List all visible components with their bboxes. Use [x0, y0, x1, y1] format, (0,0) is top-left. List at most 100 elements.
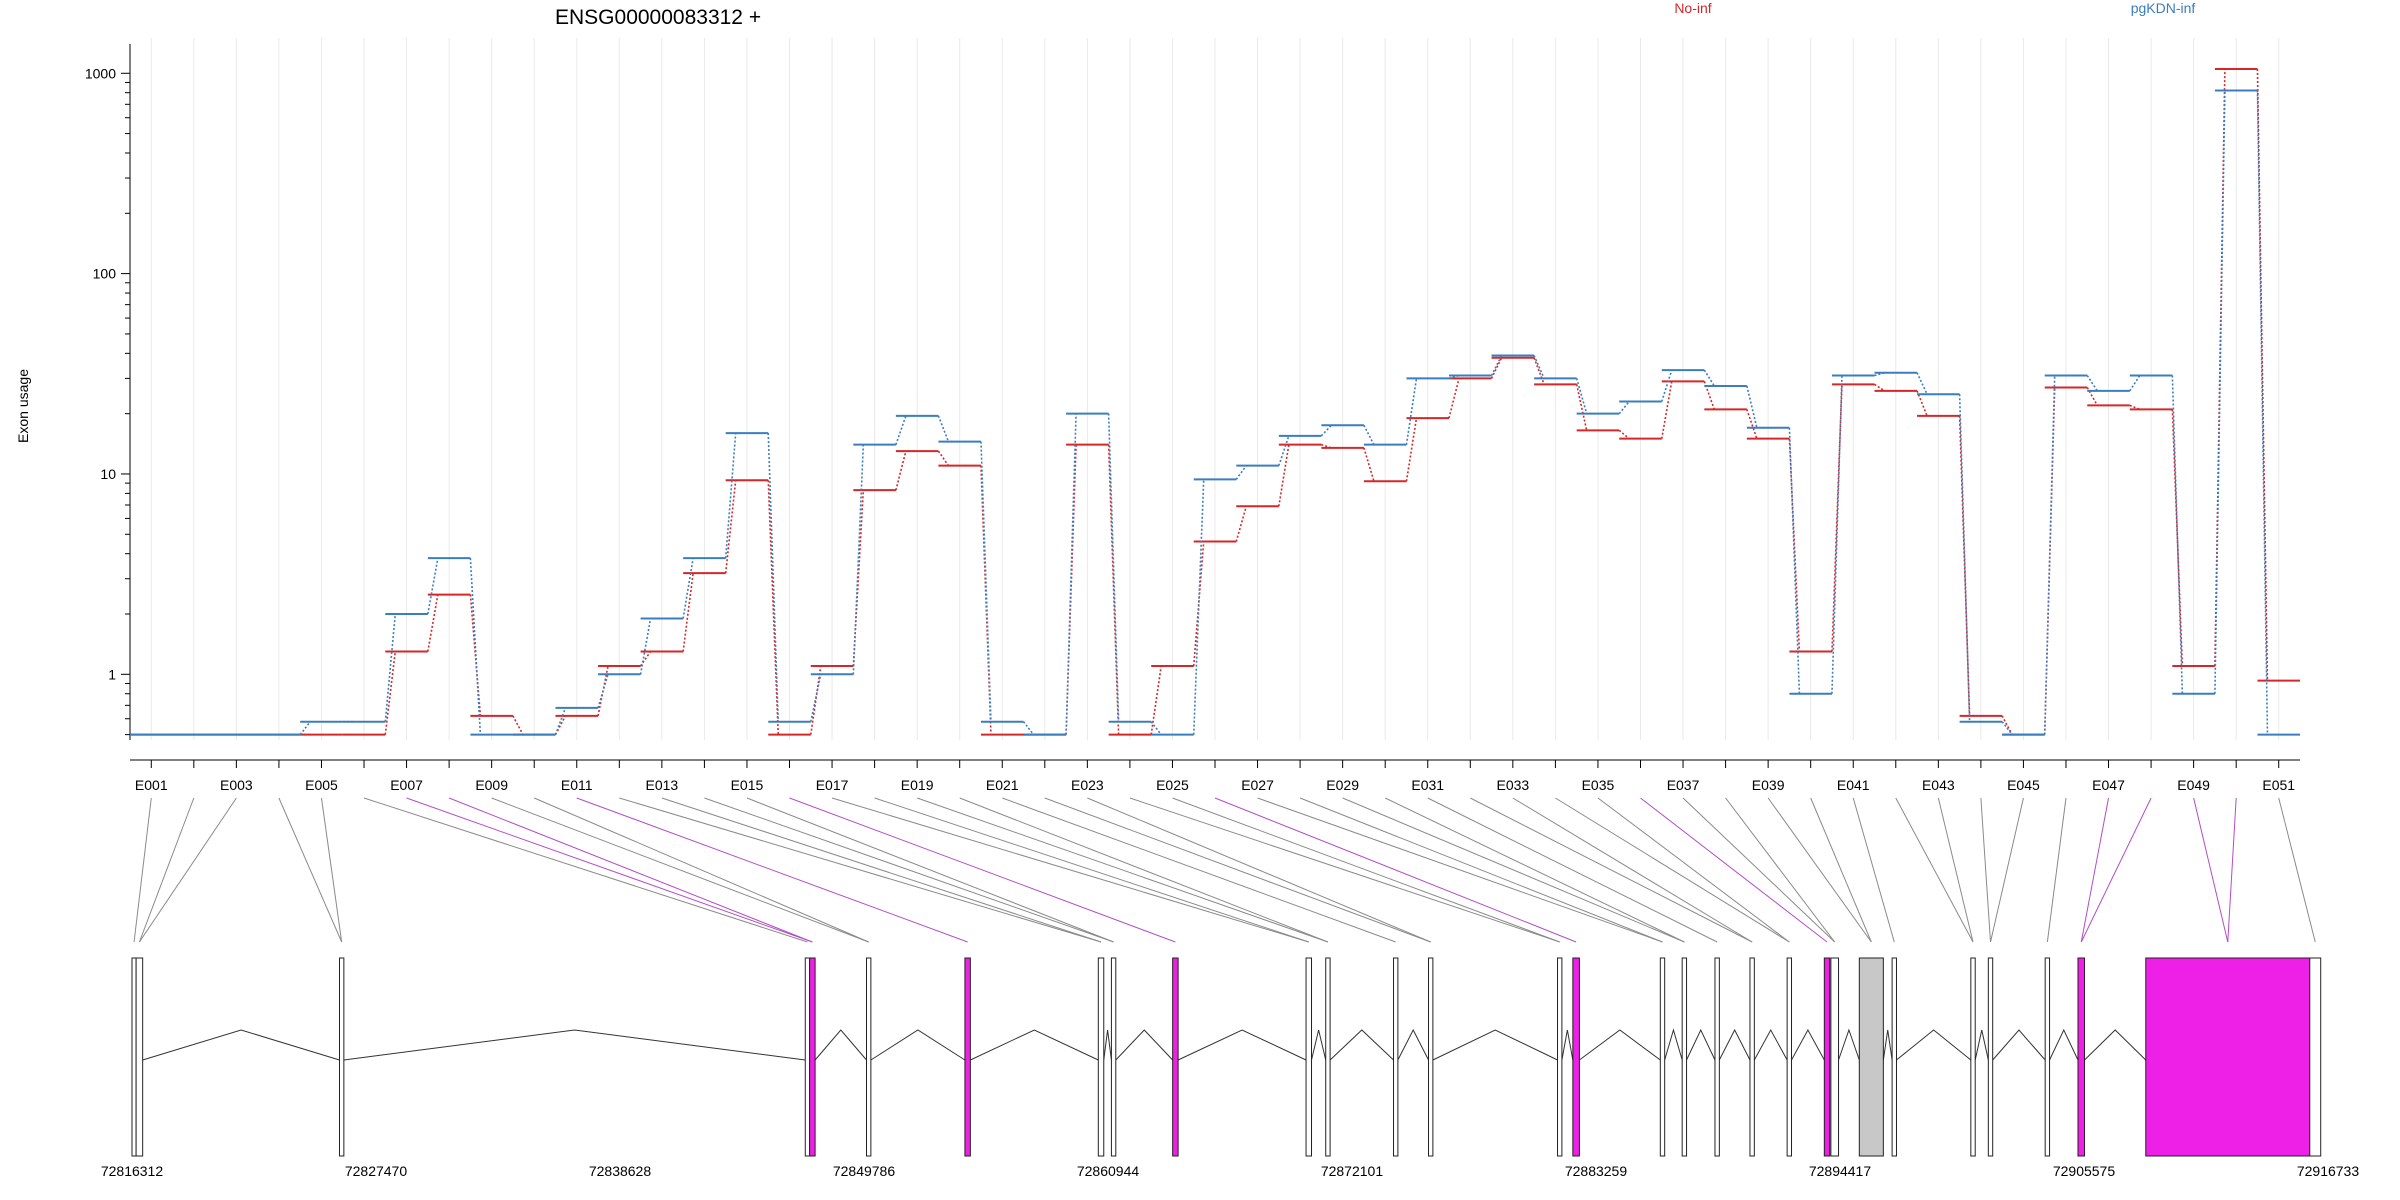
- coordinate-label: 72838628: [589, 1163, 652, 1179]
- connector-line: [1980, 797, 1992, 943]
- series-line: [172, 69, 2269, 736]
- connector-line: [534, 797, 869, 943]
- x-tick-label: E031: [1411, 777, 1444, 793]
- connector-line: [746, 797, 1114, 943]
- connector-line: [1384, 797, 1685, 943]
- series-lines: [130, 68, 2300, 736]
- intron-line: [870, 1029, 966, 1061]
- exon-box: [1572, 957, 1580, 1157]
- intron-line: [1753, 1028, 1788, 1061]
- connector-line: [1810, 797, 1872, 943]
- legend-entry-pgkdn-inf: pgKDN-inf: [2131, 0, 2196, 16]
- coordinate-label: 72905575: [2053, 1163, 2116, 1179]
- intron-line: [1103, 1029, 1112, 1061]
- connector-line: [1895, 797, 1974, 943]
- connector-line: [2080, 797, 2152, 943]
- intron-line: [142, 1029, 340, 1061]
- connector-line: [1214, 797, 1577, 943]
- connector-line: [2227, 797, 2237, 943]
- genomic-coordinate-axis: 72816312 72827470 72838628 72849786 72860944…: [101, 1163, 2360, 1179]
- connector-line: [1044, 797, 1431, 943]
- x-tick-label: E051: [2262, 777, 2295, 793]
- connector-line: [959, 797, 1329, 943]
- exon-box: [1659, 957, 1666, 1157]
- intron-line: [970, 1029, 1099, 1061]
- intron-line: [1432, 1029, 1558, 1061]
- x-tick-label: E011: [561, 777, 593, 793]
- x-tick-label: E043: [1922, 777, 1955, 793]
- connector-line: [278, 797, 343, 943]
- exon-box: [1393, 957, 1399, 1157]
- intron-line: [343, 1029, 806, 1061]
- coordinate-label: 72883259: [1565, 1163, 1628, 1179]
- connector-line: [1990, 797, 2024, 943]
- x-tick-label: E025: [1156, 777, 1189, 793]
- intron-line: [1329, 1029, 1394, 1061]
- connector-line: [2046, 797, 2067, 943]
- coordinate-label: 72860944: [1077, 1163, 1140, 1179]
- exon-box: [2044, 957, 2051, 1157]
- connector-line: [1767, 797, 1872, 943]
- connector-line: [491, 797, 869, 943]
- intron-line: [1115, 1029, 1174, 1061]
- exon-box: [809, 957, 816, 1157]
- exon-box: [1830, 957, 1840, 1157]
- intron-line: [1838, 1028, 1860, 1061]
- intron-line: [1311, 1029, 1327, 1061]
- x-tick-label: E021: [986, 777, 1019, 793]
- connector-line: [1725, 797, 1836, 943]
- exon-box: [1428, 957, 1434, 1157]
- y-tick-label: 10: [100, 466, 116, 482]
- connector-line: [138, 797, 237, 943]
- coordinate-label: 72827470: [345, 1163, 408, 1179]
- x-tick-label: E039: [1752, 777, 1785, 793]
- connector-line: [789, 797, 1176, 943]
- connector-line: [1512, 797, 1753, 943]
- x-tick-label: E033: [1496, 777, 1529, 793]
- intron-line: [2084, 1029, 2147, 1061]
- connector-line: [133, 797, 152, 943]
- connector-line: [576, 797, 968, 943]
- connector-line: [1937, 797, 1974, 943]
- intron-line: [1686, 1028, 1716, 1061]
- connector-line: [2080, 797, 2110, 943]
- exon-box: [1110, 957, 1117, 1157]
- coordinate-label: 72849786: [833, 1163, 896, 1179]
- exon-box: [1172, 957, 1179, 1157]
- intron-line: [1974, 1029, 1989, 1061]
- exon-box: [131, 957, 137, 1157]
- exon-box: [964, 957, 971, 1157]
- intron-line: [1718, 1028, 1751, 1061]
- exon-box: [338, 957, 345, 1157]
- intron-line: [1561, 1029, 1574, 1061]
- legend-entry-no-inf: No-inf: [1674, 0, 1711, 16]
- connector-line: [1470, 797, 1753, 943]
- connector-line: [448, 797, 813, 943]
- x-tick-label: E047: [2092, 777, 2125, 793]
- connector-line: [1682, 797, 1836, 943]
- x-tick-label: E035: [1582, 777, 1615, 793]
- connector-line: [831, 797, 1309, 943]
- x-tick-label: E049: [2177, 777, 2210, 793]
- exon-box: [1970, 957, 1976, 1157]
- connector-line: [138, 797, 195, 943]
- connector-line: [1597, 797, 1790, 943]
- series-line: [172, 90, 2269, 736]
- y-tick-label: 1: [108, 666, 116, 682]
- connector-line: [1129, 797, 1560, 943]
- x-tick-label: E003: [220, 777, 253, 793]
- coordinate-label: 72916733: [2297, 1163, 2360, 1179]
- intron-line: [1664, 1028, 1683, 1061]
- exon-box: [1987, 957, 1994, 1157]
- connector-line: [1555, 797, 1790, 943]
- exon-box: [1823, 957, 1831, 1157]
- connector-line: [363, 797, 808, 943]
- x-tick-label: E019: [901, 777, 934, 793]
- connector-line: [619, 797, 1102, 943]
- exon-box: [1858, 957, 1884, 1157]
- x-tick-label: E045: [2007, 777, 2040, 793]
- x-tick-label: E017: [816, 777, 849, 793]
- exon-box: [1305, 957, 1313, 1157]
- intron-line: [1397, 1028, 1429, 1061]
